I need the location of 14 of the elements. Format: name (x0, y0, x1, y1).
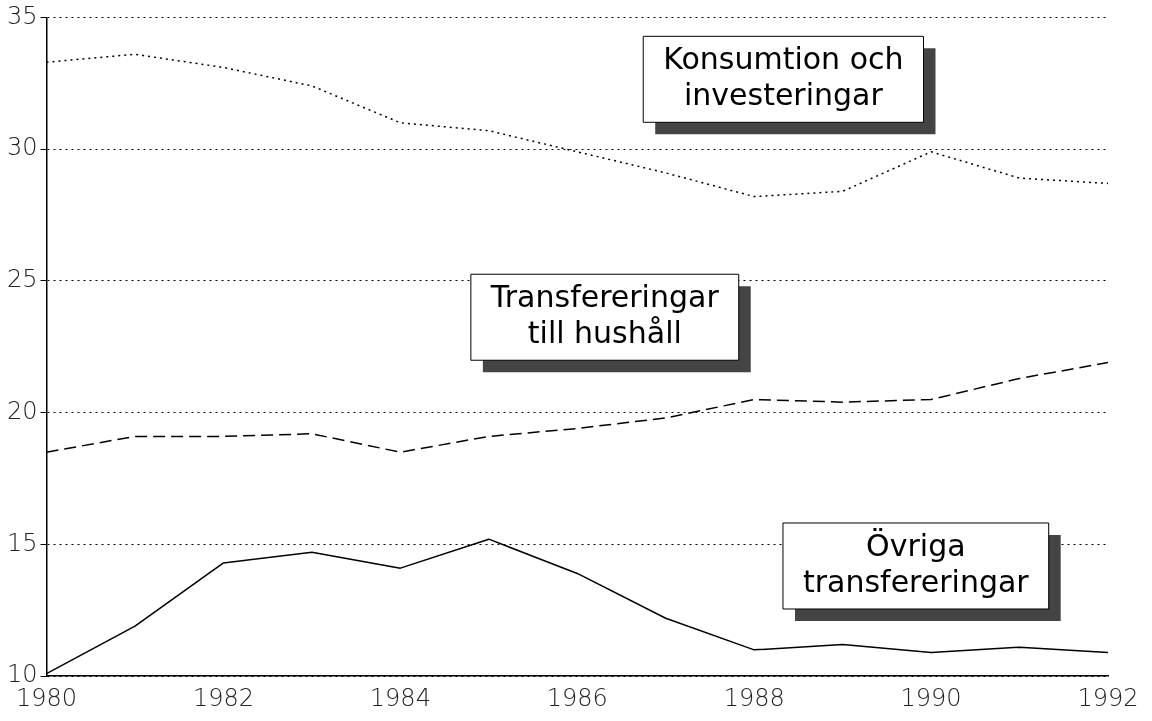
series-label: Konsumtion och investeringar (663, 41, 904, 113)
x-tick-label: 1988 (723, 683, 785, 712)
y-tick-label: 30 (6, 133, 38, 162)
x-tick-label: 1992 (1077, 683, 1139, 712)
x-tick-label: 1990 (900, 683, 962, 712)
series-label: Transfereringar till hushåll (489, 279, 720, 351)
y-tick-label: 20 (6, 396, 38, 425)
y-tick-label: 25 (6, 265, 38, 294)
x-tick-label: 1986 (546, 683, 608, 712)
series-label: Övriga transfereringar (802, 527, 1030, 599)
x-tick-label: 1982 (192, 683, 254, 712)
y-tick-label: 35 (6, 1, 38, 30)
x-tick-label: 1984 (369, 683, 431, 712)
y-tick-label: 15 (6, 528, 38, 557)
